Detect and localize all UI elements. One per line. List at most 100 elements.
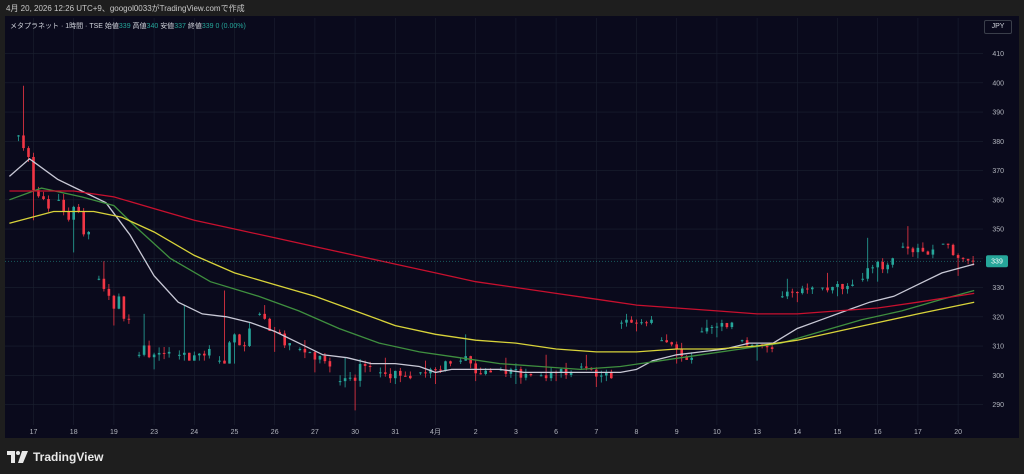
candle-body (137, 354, 141, 356)
candle-body (956, 255, 960, 258)
candle-body (353, 377, 357, 381)
candle-body (851, 284, 854, 286)
candle-body (298, 348, 302, 350)
y-tick-label: 300 (992, 373, 1004, 380)
tradingview-logo[interactable]: TradingView (7, 450, 103, 464)
x-tick-label: 23 (150, 429, 158, 436)
candle-body (625, 319, 628, 323)
candle-body (665, 340, 668, 343)
symbol-label: メタプラネット · 1時間 · TSE (10, 23, 103, 30)
candle-body (399, 370, 402, 376)
candle-body (675, 344, 678, 350)
last-price-label: 339 (991, 259, 1003, 266)
candle-body (429, 369, 432, 374)
candle-body (142, 345, 146, 355)
candle-body (710, 326, 714, 328)
candle-body (519, 369, 523, 378)
candle-body (198, 353, 201, 356)
candle-body (384, 372, 387, 374)
currency-button[interactable]: JPY (984, 20, 1012, 34)
candle-body (348, 377, 352, 379)
candle-body (193, 355, 196, 361)
candle-body (57, 199, 60, 201)
candle-body (87, 231, 90, 235)
candle-body (620, 322, 623, 324)
candle-body (585, 366, 588, 368)
candle-body (680, 349, 683, 357)
candle-body (479, 373, 482, 375)
chart-panel[interactable] (5, 16, 1019, 438)
x-tick-label: 27 (311, 429, 319, 436)
candle-body (811, 287, 814, 290)
candle-body (157, 352, 161, 355)
moving-average-line-2 (9, 187, 975, 371)
candle-body (283, 333, 286, 346)
candle-body (308, 352, 312, 354)
candle-body (394, 370, 397, 379)
candle-body (645, 322, 648, 324)
header-bar: 4月 20, 2026 12:26 UTC+9、googol0033がTradi… (0, 0, 1024, 16)
candle-body (107, 288, 111, 296)
candle-body (117, 296, 121, 309)
x-tick-label: 30 (351, 429, 359, 436)
y-tick-label: 410 (992, 51, 1004, 58)
x-tick-label: 2 (474, 429, 478, 436)
candle-body (162, 352, 166, 354)
candle-body (338, 381, 342, 383)
candle-body (328, 361, 332, 367)
candle-body (248, 328, 251, 347)
candle-body (404, 375, 407, 377)
tradingview-brand: TradingView (33, 450, 104, 464)
candle-body (323, 355, 327, 362)
candle-body (846, 285, 849, 290)
candle-body (971, 260, 975, 262)
y-tick-label: 290 (992, 402, 1004, 409)
candle-body (72, 206, 75, 220)
candle-body (720, 323, 724, 327)
candle-body (228, 342, 231, 364)
candle-body (755, 344, 759, 346)
candle-body (750, 345, 754, 347)
candle-body (605, 372, 608, 376)
y-tick-label: 390 (992, 110, 1004, 117)
close-label: 終値 (187, 23, 202, 30)
x-tick-label: 16 (874, 429, 882, 436)
y-tick-label: 350 (992, 227, 1004, 234)
candle-body (208, 348, 211, 356)
x-tick-label: 4月 (430, 428, 441, 436)
candle-body (504, 369, 508, 374)
candle-body (243, 345, 246, 347)
candle-body (786, 291, 789, 297)
candle-body (288, 343, 291, 346)
candle-body (745, 340, 749, 346)
candle-body (836, 283, 839, 287)
candle-body (886, 264, 889, 270)
header-caption: 4月 20, 2026 12:26 UTC+9、googol0033がTradi… (6, 4, 245, 13)
candle-body (313, 352, 317, 360)
candle-body (474, 363, 477, 374)
candle-body (650, 319, 653, 323)
candle-body (489, 370, 492, 373)
candle-body (188, 352, 191, 361)
candle-body (233, 334, 236, 343)
candle-body (640, 322, 643, 324)
x-tick-label: 26 (271, 429, 279, 436)
candle-body (389, 373, 392, 379)
candle-body (569, 372, 573, 375)
candle-body (147, 345, 151, 358)
x-tick-label: 20 (954, 429, 962, 436)
candle-body (62, 199, 65, 212)
candle-body (876, 261, 879, 268)
candle-body (67, 211, 70, 220)
candle-body (318, 355, 322, 360)
x-tick-label: 10 (713, 429, 721, 436)
candle-body (630, 319, 633, 323)
candle-body (167, 351, 171, 354)
candle-body (368, 365, 372, 367)
candle-body (901, 246, 905, 248)
candle-body (544, 375, 548, 379)
candle-body (514, 369, 518, 371)
candle-body (861, 278, 864, 280)
candle-body (112, 295, 116, 309)
